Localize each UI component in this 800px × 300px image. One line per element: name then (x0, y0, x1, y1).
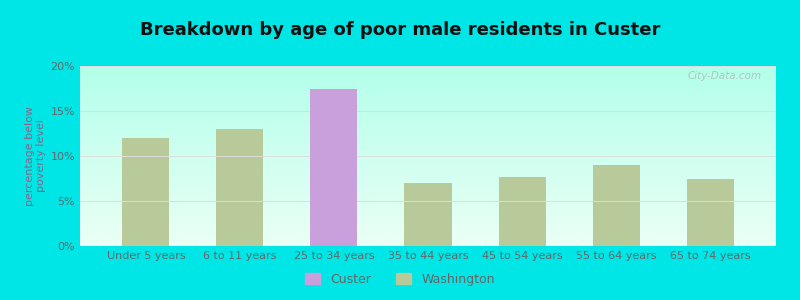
Bar (498, 177, 546, 246)
Bar (310, 88, 358, 246)
Bar (686, 178, 734, 246)
Bar (310, 183, 358, 246)
Bar (216, 129, 263, 246)
Bar (122, 138, 170, 246)
Legend: Custer, Washington: Custer, Washington (300, 268, 500, 291)
Bar (405, 183, 451, 246)
Text: City-Data.com: City-Data.com (688, 71, 762, 81)
Text: Breakdown by age of poor male residents in Custer: Breakdown by age of poor male residents … (140, 21, 660, 39)
Bar (593, 165, 640, 246)
Y-axis label: percentage below
poverty level: percentage below poverty level (25, 106, 46, 206)
